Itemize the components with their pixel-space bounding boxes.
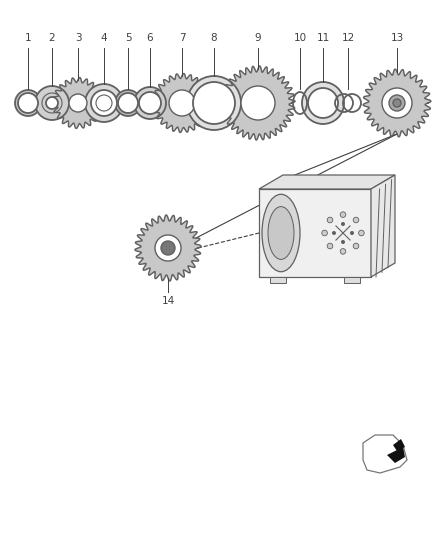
Circle shape [115,90,141,116]
Circle shape [91,90,117,116]
Text: 14: 14 [161,296,175,306]
Polygon shape [259,175,395,189]
Bar [259,189,371,277]
Circle shape [350,231,354,235]
Ellipse shape [262,195,300,272]
Text: 12: 12 [341,33,355,43]
Polygon shape [393,439,405,451]
Text: 10: 10 [293,33,307,43]
Circle shape [69,94,87,112]
Text: 11: 11 [316,33,330,43]
Circle shape [340,248,346,254]
Circle shape [161,241,175,255]
Text: 9: 9 [254,33,261,43]
Bar [344,277,360,283]
Polygon shape [152,74,212,132]
Circle shape [118,93,138,113]
Text: 4: 4 [101,33,107,43]
Circle shape [327,243,333,249]
Circle shape [187,76,241,130]
Polygon shape [387,447,405,463]
Polygon shape [221,66,295,140]
Text: 13: 13 [390,33,404,43]
Circle shape [322,230,328,236]
Circle shape [18,93,38,113]
Circle shape [15,90,41,116]
Circle shape [341,240,345,244]
Circle shape [332,231,336,235]
Circle shape [302,82,344,124]
Ellipse shape [268,207,294,260]
Circle shape [241,86,275,120]
Circle shape [340,212,346,217]
Circle shape [155,235,181,261]
Circle shape [341,222,345,226]
Text: 1: 1 [25,33,31,43]
Polygon shape [363,69,431,137]
Circle shape [139,92,161,114]
Text: 2: 2 [49,33,55,43]
Text: 8: 8 [211,33,217,43]
Text: 5: 5 [125,33,131,43]
Circle shape [327,217,333,223]
Circle shape [85,84,123,122]
Bar [270,277,286,283]
Circle shape [382,88,412,118]
Circle shape [46,97,58,109]
Circle shape [393,99,401,107]
Circle shape [134,87,166,119]
Text: 3: 3 [75,33,81,43]
Circle shape [359,230,364,236]
Text: 6: 6 [147,33,153,43]
Circle shape [389,95,405,111]
Circle shape [169,90,195,116]
Polygon shape [135,215,201,281]
Polygon shape [371,175,395,277]
Circle shape [353,217,359,223]
Polygon shape [53,77,103,128]
Circle shape [353,243,359,249]
Text: 7: 7 [179,33,185,43]
Circle shape [308,88,338,118]
Circle shape [35,86,69,120]
Circle shape [193,82,235,124]
